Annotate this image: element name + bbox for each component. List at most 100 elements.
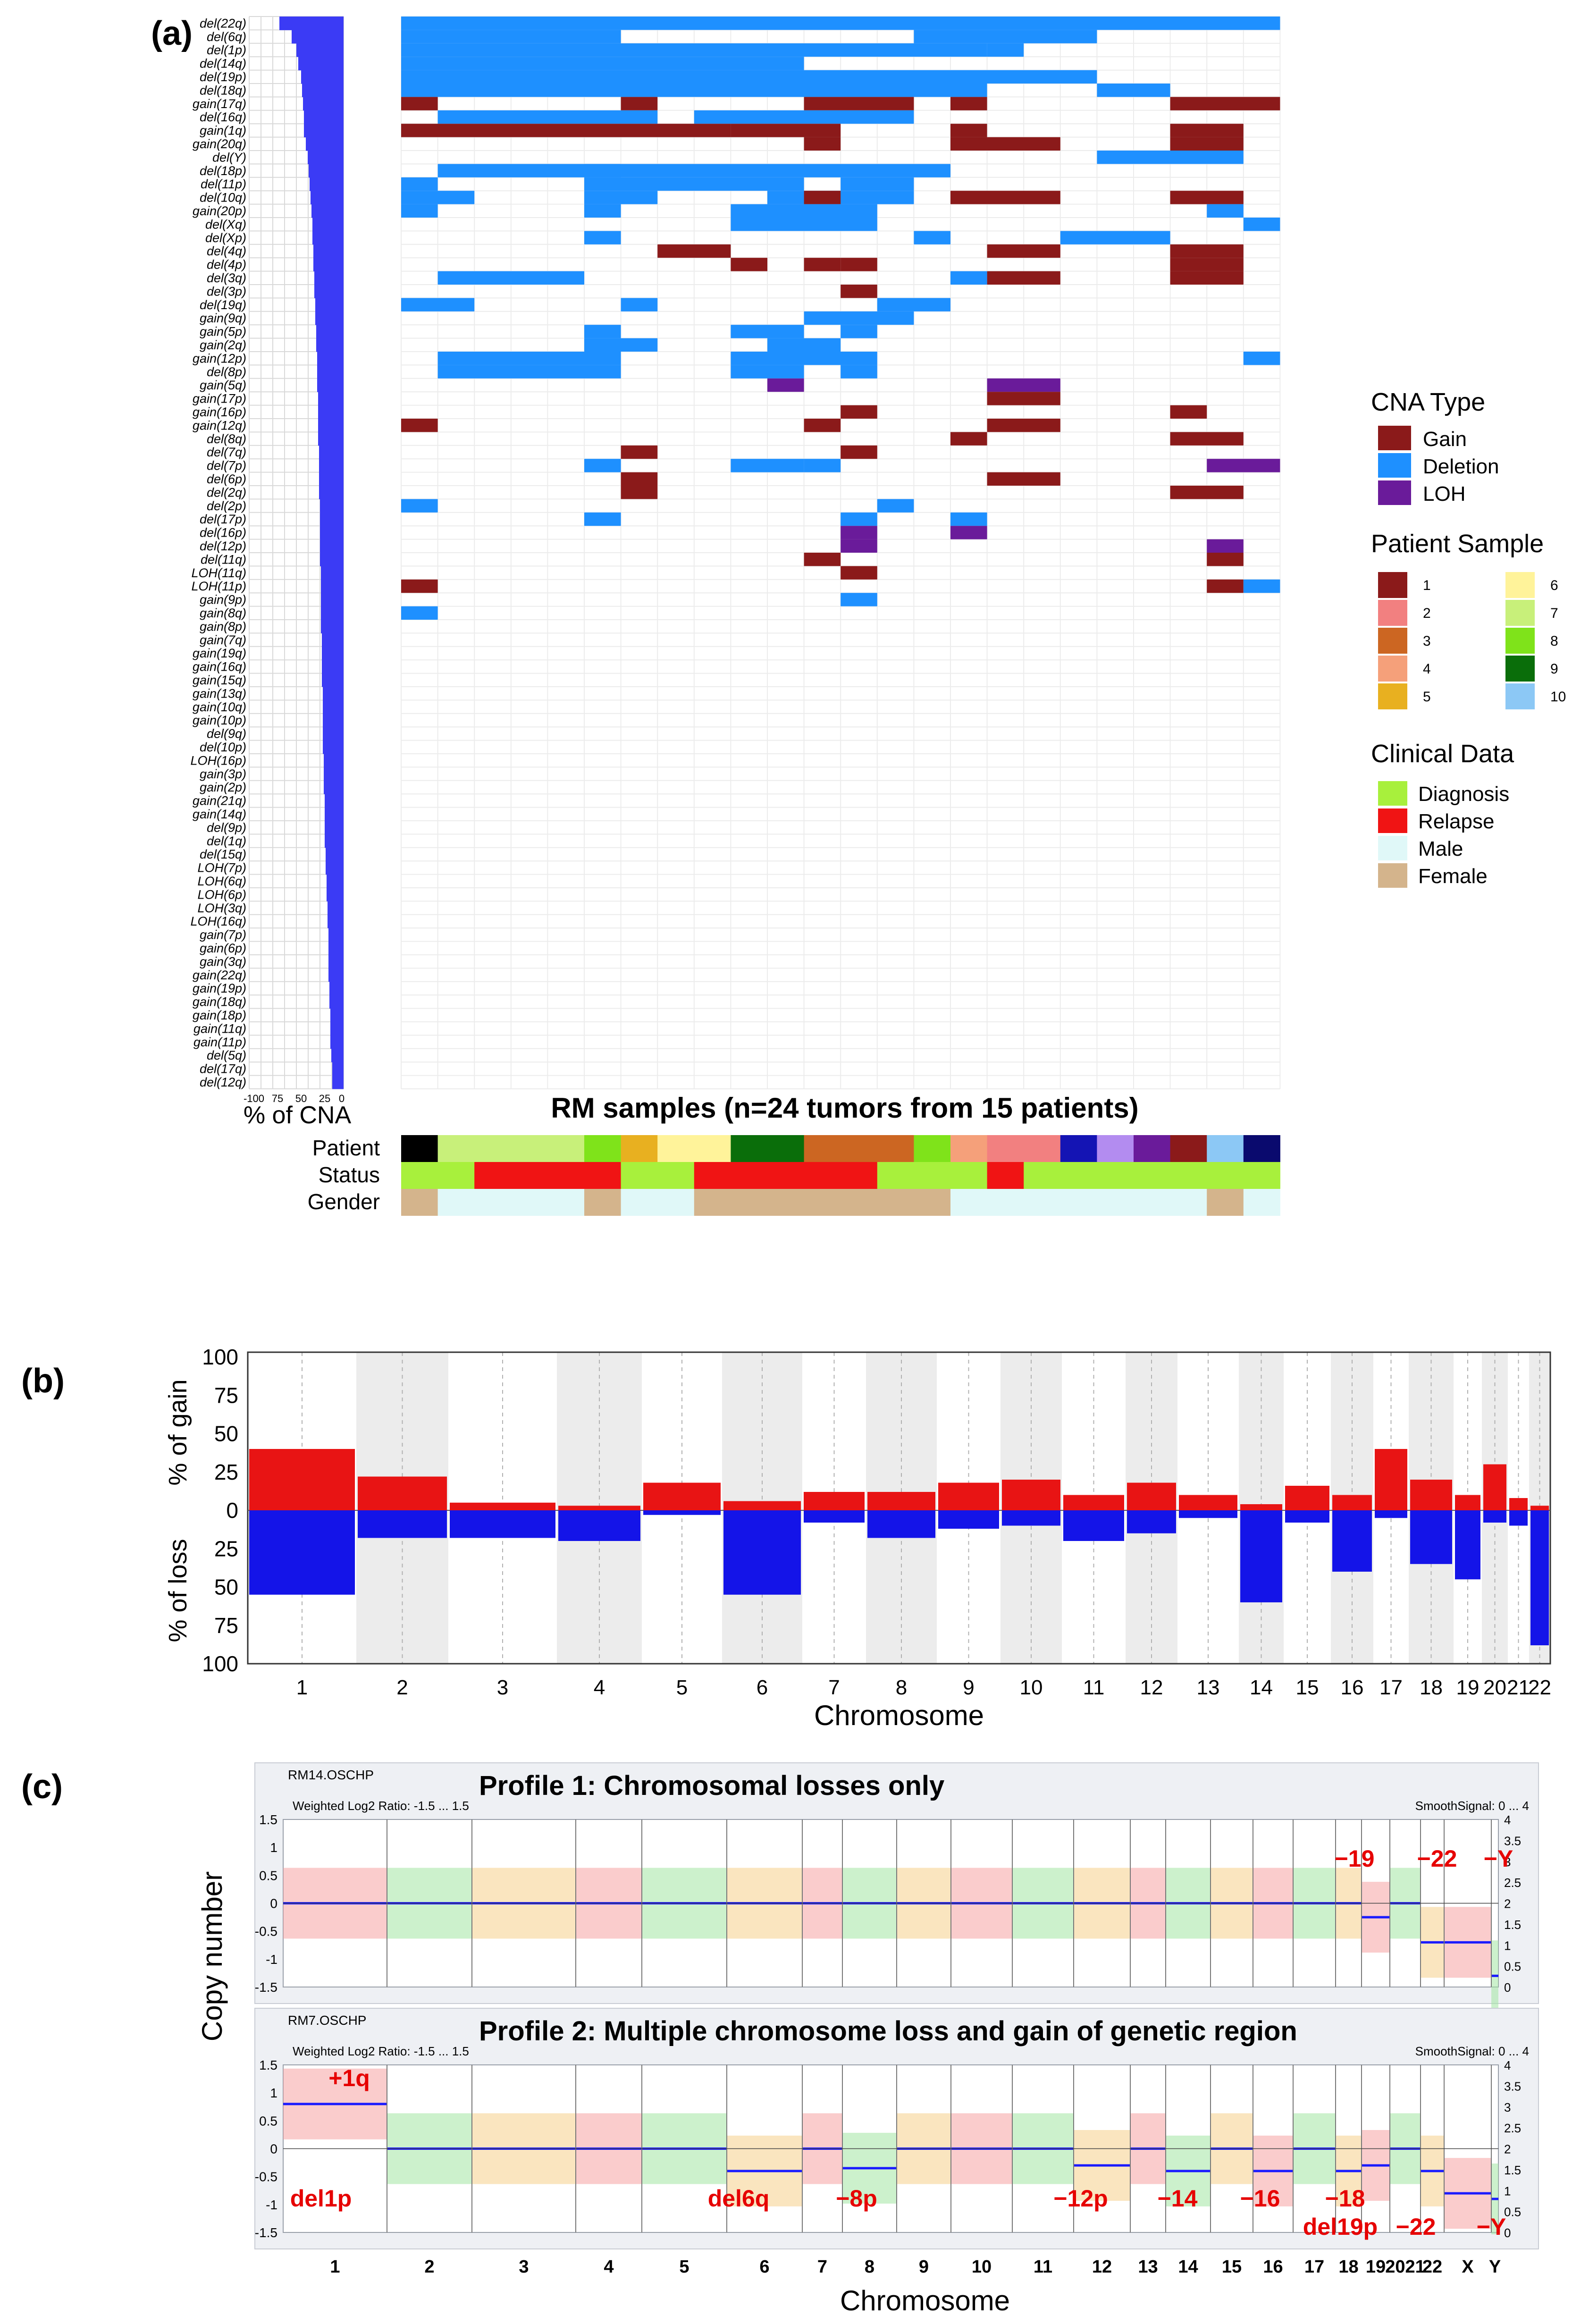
chromosome-x-tick: 17 [1304,2257,1324,2277]
cna-percentage-bars [279,17,344,1089]
heatmap-cell [877,499,914,513]
cna-row-label: del(17p) [200,512,246,526]
cna-bar [312,218,344,231]
heatmap-cell [841,526,877,539]
status-track-cell [1060,1162,1097,1189]
legend-patient-swatch [1378,628,1407,654]
profile-annotation: −22 [1417,1845,1457,1872]
gain-axis-label: % of gain [164,1379,192,1485]
chromosome-x-tick: X [1462,2257,1474,2277]
status-track-cell [657,1162,695,1189]
status-track-cell [401,1162,438,1189]
gender-track-cell [694,1189,731,1216]
loss-bar [1375,1510,1407,1518]
cna-row-label: gain(14q) [193,807,246,821]
chromosome-x-tick: 15 [1222,2257,1242,2277]
loss-bar [1332,1510,1372,1572]
gender-track-cell [731,1189,768,1216]
right-tick-label: 0 [1504,2226,1511,2240]
plot-frame [247,1351,1551,1665]
heatmap-cell [841,539,877,553]
profile-annotation: −14 [1158,2185,1198,2212]
left-tick-label: 1.5 [259,2058,277,2072]
cna-bar [302,84,344,97]
cna-bar [321,620,344,633]
gain-bar [867,1492,935,1510]
chromosome-x-tick: 9 [919,2257,929,2277]
heatmap-cell [950,70,1097,84]
cna-bar [313,244,344,258]
heatmap-cell [1170,137,1244,151]
cna-bar [330,1035,344,1049]
gender-track-cell [841,1189,878,1216]
right-tick-label: 4 [1504,2058,1511,2072]
gender-track-cell [804,1189,841,1216]
status-track-cell [1207,1162,1244,1189]
heatmap-cell [1207,539,1244,553]
gain-bar [1285,1486,1329,1510]
cna-row-label: gain(8p) [200,619,246,633]
cna-row-label: gain(20p) [193,204,246,218]
chromosome-x-tick: 1 [330,2257,340,2277]
cna-row-label: gain(19p) [193,981,246,995]
status-track-cell [1243,1162,1280,1189]
cna-row-label: del(10p) [200,740,246,754]
loss-bar [723,1510,801,1595]
cna-row-label: del(1p) [207,43,246,57]
cna-row-label: gain(5q) [200,378,246,392]
cna-row-label: LOH(6q) [197,874,246,888]
heatmap-cell [1207,204,1244,218]
heatmap-cell [1170,244,1244,258]
cna-row-label: del(7p) [207,459,246,473]
gender-track-cell [767,1189,805,1216]
cna-bar [325,821,344,834]
patient-track-cell [987,1135,1024,1162]
heatmap-cell [584,352,621,365]
legend-patient-label: 2 [1423,606,1431,621]
chromosome-tick-label: 17 [1379,1676,1403,1699]
heatmap-cell [841,258,877,271]
patient-track-cell [584,1135,622,1162]
cna-row-label: del(2q) [207,485,246,499]
patient-track-cell [474,1135,512,1162]
cna-bar [315,298,344,312]
copy-number-profiles: RM14.OSCHP Profile 1: Chromosomal losses … [254,1762,1539,2249]
profile-subheader-right: SmoothSignal: 0 ... 4 [1415,2044,1529,2058]
legend-cna-swatch [1378,453,1411,478]
loss-axis-label: % of loss [164,1539,192,1642]
status-track-cell [877,1162,914,1189]
cna-bar [317,378,344,392]
left-tick-label: 1 [270,2086,277,2100]
heatmap-cell [1207,459,1280,472]
gain-bar [643,1482,721,1510]
heatmap-cell [767,338,841,352]
cna-row-label: LOH(3q) [197,901,246,915]
gain-bar [1509,1498,1528,1510]
right-tick-label: 2 [1504,1897,1511,1911]
bar-tick-label: 75 [272,1093,283,1104]
legend-patient-label: 1 [1423,578,1431,593]
heatmap-cell [1170,405,1207,419]
cna-row-label: del(6p) [207,472,246,486]
heatmap-cell [1243,579,1280,593]
cna-bar [318,392,344,406]
legend: CNA Type Gain Deletion LOH Patient Sample 1 2 3… [1371,388,1566,888]
right-tick-label: 3 [1504,2100,1511,2114]
loss-bar [1455,1510,1480,1580]
profile-annotation: −16 [1240,2185,1280,2212]
heatmap-cell [437,110,658,124]
legend-patient-title: Patient Sample [1371,530,1544,558]
cna-bar [323,713,344,727]
heatmap-cell [1207,553,1244,566]
cna-bar [328,941,344,955]
profile-subheader-right: SmoothSignal: 0 ... 4 [1415,1799,1529,1813]
right-tick-label: 1 [1504,1938,1511,1953]
chromosome-x-tick: 19 [1366,2257,1386,2277]
patient-track-cell [877,1135,914,1162]
gain-bar [558,1506,640,1510]
legend-clinical-swatch [1378,808,1407,833]
cna-bar [314,271,344,285]
cna-bar [326,847,344,861]
gender-track-cell [437,1189,475,1216]
